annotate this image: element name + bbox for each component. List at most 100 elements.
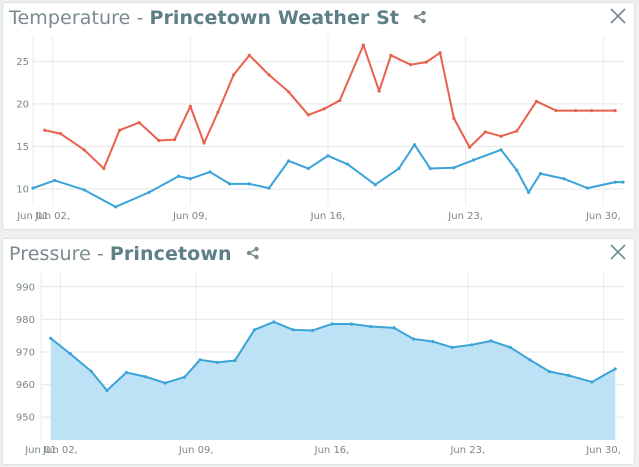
data-point: [338, 98, 342, 103]
data-point: [567, 373, 571, 378]
pressure-panel: Pressure - Princetown 950 960 970 980 990 Jun 0…: [2, 238, 635, 465]
data-point: [124, 370, 128, 375]
data-point: [411, 337, 416, 341]
data-point: [43, 128, 47, 132]
data-point: [471, 158, 476, 162]
data-point: [322, 107, 326, 111]
data-point: [182, 375, 187, 379]
data-point: [613, 180, 617, 184]
data-point: [188, 177, 192, 181]
data-point: [188, 104, 192, 108]
data-point: [49, 336, 53, 340]
share-icon[interactable]: [413, 10, 427, 24]
title-separator: -: [136, 7, 144, 29]
x-tick-label: Jun 23,: [449, 445, 485, 456]
data-point: [287, 159, 291, 163]
data-point: [147, 190, 151, 194]
x-tick-label: Jun 09,: [172, 211, 208, 222]
data-point: [233, 358, 237, 363]
data-point: [409, 63, 413, 67]
data-point: [326, 154, 330, 158]
data-point: [208, 170, 212, 174]
data-point: [527, 190, 531, 194]
data-point: [82, 188, 86, 192]
y-tick-label: 25: [16, 57, 29, 68]
data-point: [232, 73, 236, 77]
data-point: [489, 339, 493, 343]
data-point: [198, 358, 202, 362]
data-point: [291, 328, 295, 332]
data-point: [267, 73, 271, 77]
data-point: [361, 43, 365, 47]
y-tick-label: 950: [16, 413, 35, 424]
data-point: [89, 369, 94, 374]
data-point: [589, 109, 594, 113]
panel-title: Pressure - Princetown: [9, 243, 260, 265]
data-point: [114, 205, 118, 209]
metric-name: Temperature: [9, 7, 131, 29]
data-point: [144, 375, 148, 379]
data-point: [431, 339, 435, 344]
data-point: [499, 148, 503, 152]
close-icon[interactable]: [607, 5, 629, 27]
series-line: [44, 44, 616, 170]
data-point: [621, 180, 625, 184]
data-point: [373, 183, 377, 187]
y-tick-label: 960: [16, 380, 35, 391]
data-point: [613, 109, 617, 113]
data-point: [252, 328, 256, 332]
x-tick-label: Jun 01: [16, 211, 49, 222]
data-point: [528, 358, 532, 362]
share-icon[interactable]: [246, 246, 260, 260]
data-point: [424, 60, 428, 64]
data-point: [215, 360, 220, 365]
data-point: [412, 143, 417, 147]
data-point: [68, 352, 72, 356]
data-point: [499, 134, 503, 138]
data-point: [105, 388, 109, 393]
data-point: [452, 116, 456, 120]
data-point: [574, 109, 578, 113]
data-point: [392, 326, 396, 330]
data-point: [330, 322, 334, 326]
data-point: [452, 166, 456, 170]
data-point: [306, 113, 310, 117]
data-point: [428, 166, 432, 171]
data-point: [438, 51, 442, 55]
data-point: [31, 186, 35, 190]
data-point: [306, 166, 310, 171]
data-point: [137, 120, 141, 125]
data-point: [117, 128, 122, 132]
data-point: [272, 320, 276, 324]
data-point: [369, 324, 373, 329]
data-point: [470, 343, 474, 347]
data-point: [163, 381, 167, 385]
data-point: [202, 141, 206, 145]
data-point: [267, 186, 271, 190]
data-point: [228, 182, 232, 186]
data-point: [349, 322, 353, 326]
data-point: [586, 186, 590, 190]
data-point: [247, 182, 251, 186]
close-icon[interactable]: [607, 241, 629, 263]
x-tick-label: Jun 30,: [585, 445, 621, 456]
data-point: [483, 130, 487, 134]
data-point: [515, 129, 519, 133]
y-tick-label: 970: [16, 347, 35, 358]
data-point: [247, 53, 251, 57]
data-point: [377, 89, 381, 93]
data-point: [450, 345, 454, 350]
y-tick-label: 10: [16, 184, 29, 195]
station-name: Princetown: [109, 243, 232, 265]
x-tick-label: Jun 23,: [447, 211, 483, 222]
data-point: [53, 178, 57, 183]
series-line: [50, 320, 616, 392]
data-point: [176, 174, 181, 178]
x-tick-label: Jun 02,: [42, 445, 78, 456]
temperature-panel: Temperature - Princetown Weather St 10 15 20…: [2, 2, 635, 230]
data-point: [397, 166, 401, 171]
x-tick-label: Jun 16,: [310, 211, 346, 222]
data-point: [287, 90, 291, 94]
series-area: [50, 321, 616, 440]
